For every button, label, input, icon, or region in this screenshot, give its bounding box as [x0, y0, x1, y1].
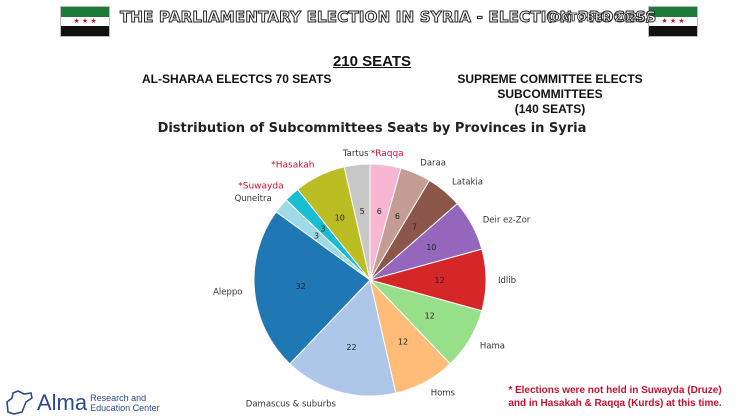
pie-category-label-hama: Hama: [480, 342, 505, 352]
pie-value-label-suwayda: 3: [320, 225, 325, 234]
supreme-committee-note: SUPREME COMMITTEE ELECTS SUBCOMMITTEES (…: [420, 72, 680, 117]
alma-logo: Alma Research and Education Center: [4, 390, 160, 416]
supreme-committee-note-line2: (140 SEATS): [514, 102, 586, 116]
logo-name: Alma: [37, 390, 88, 415]
pie-slice-damascus-suburbs: [289, 278, 397, 397]
supreme-committee-note-line1: SUPREME COMMITTEE ELECTS SUBCOMMITTEES: [457, 72, 643, 101]
pie-value-label-deir-ez-zor: 10: [426, 243, 436, 252]
banner-date: (OCTOBER 2025): [547, 11, 651, 25]
chart-title: Distribution of Subcommittees Seats by P…: [157, 121, 587, 136]
syria-map-outline-icon: [6, 390, 33, 415]
logo-subtitle: Research and Education Center: [90, 393, 160, 413]
pie-value-label-damascus-suburbs: 22: [346, 343, 356, 352]
pie-category-label-idlib: Idlib: [498, 276, 516, 286]
logo-sub-line1: Research and: [90, 393, 147, 403]
pie-category-label-daraa: Daraa: [420, 158, 446, 168]
pie-value-label-quneitra: 3: [314, 231, 319, 240]
pie-category-label-quneitra: Quneitra: [235, 194, 272, 204]
pie-value-label-homs: 12: [398, 337, 408, 346]
pie-slice-aleppo: [253, 211, 371, 365]
pie-category-label-hasakah: *Hasakah: [271, 161, 314, 171]
pie-value-label-tartus: 5: [360, 207, 365, 216]
pie-category-label-deir-ez-zor: Deir ez-Zor: [483, 215, 531, 225]
footnote: * Elections were not held in Suwayda (Dr…: [490, 384, 740, 410]
logo-sub-line2: Education Center: [90, 403, 160, 413]
banner-title: THE PARLIAMENTARY ELECTION IN SYRIA - EL…: [120, 8, 657, 27]
pie-value-label-daraa: 6: [395, 212, 400, 221]
pie-value-label-raqqa: 6: [377, 207, 382, 216]
pie-value-label-latakia: 7: [412, 223, 417, 232]
pie-category-label-damascus-suburbs: Damascus & suburbs: [246, 399, 337, 409]
flag-stars: ★ ★ ★: [661, 17, 685, 25]
syrian-flag-right: ★ ★ ★: [648, 6, 698, 37]
pie-category-label-aleppo: Aleppo: [213, 288, 242, 298]
al-sharaa-note: AL-SHARAA ELECTCS 70 SEATS: [142, 72, 332, 86]
syrian-flag-left: ★ ★ ★: [60, 6, 110, 37]
pie-value-label-idlib: 12: [435, 276, 445, 285]
total-seats-text: 210 SEATS: [332, 53, 412, 70]
pie-category-label-raqqa: *Raqqa: [371, 149, 404, 159]
footnote-line2: and in Hasakah & Raqqa (Kurds) at this t…: [508, 398, 722, 409]
pie-value-label-hama: 12: [425, 312, 435, 321]
pie-value-label-hasakah: 10: [335, 213, 345, 222]
pie-value-label-aleppo: 32: [296, 282, 306, 291]
footnote-line1: * Elections were not held in Suwayda (Dr…: [508, 385, 722, 396]
pie-category-label-homs: Homs: [431, 389, 456, 399]
pie-slice-tartus: [343, 163, 371, 281]
pie-category-label-latakia: Latakia: [452, 178, 483, 188]
total-seats: 210 SEATS: [0, 53, 744, 70]
flag-stars: ★ ★ ★: [73, 17, 97, 25]
pie-category-label-tartus: Tartus: [342, 149, 369, 159]
pie-category-label-suwayda: *Suwayda: [238, 182, 283, 192]
